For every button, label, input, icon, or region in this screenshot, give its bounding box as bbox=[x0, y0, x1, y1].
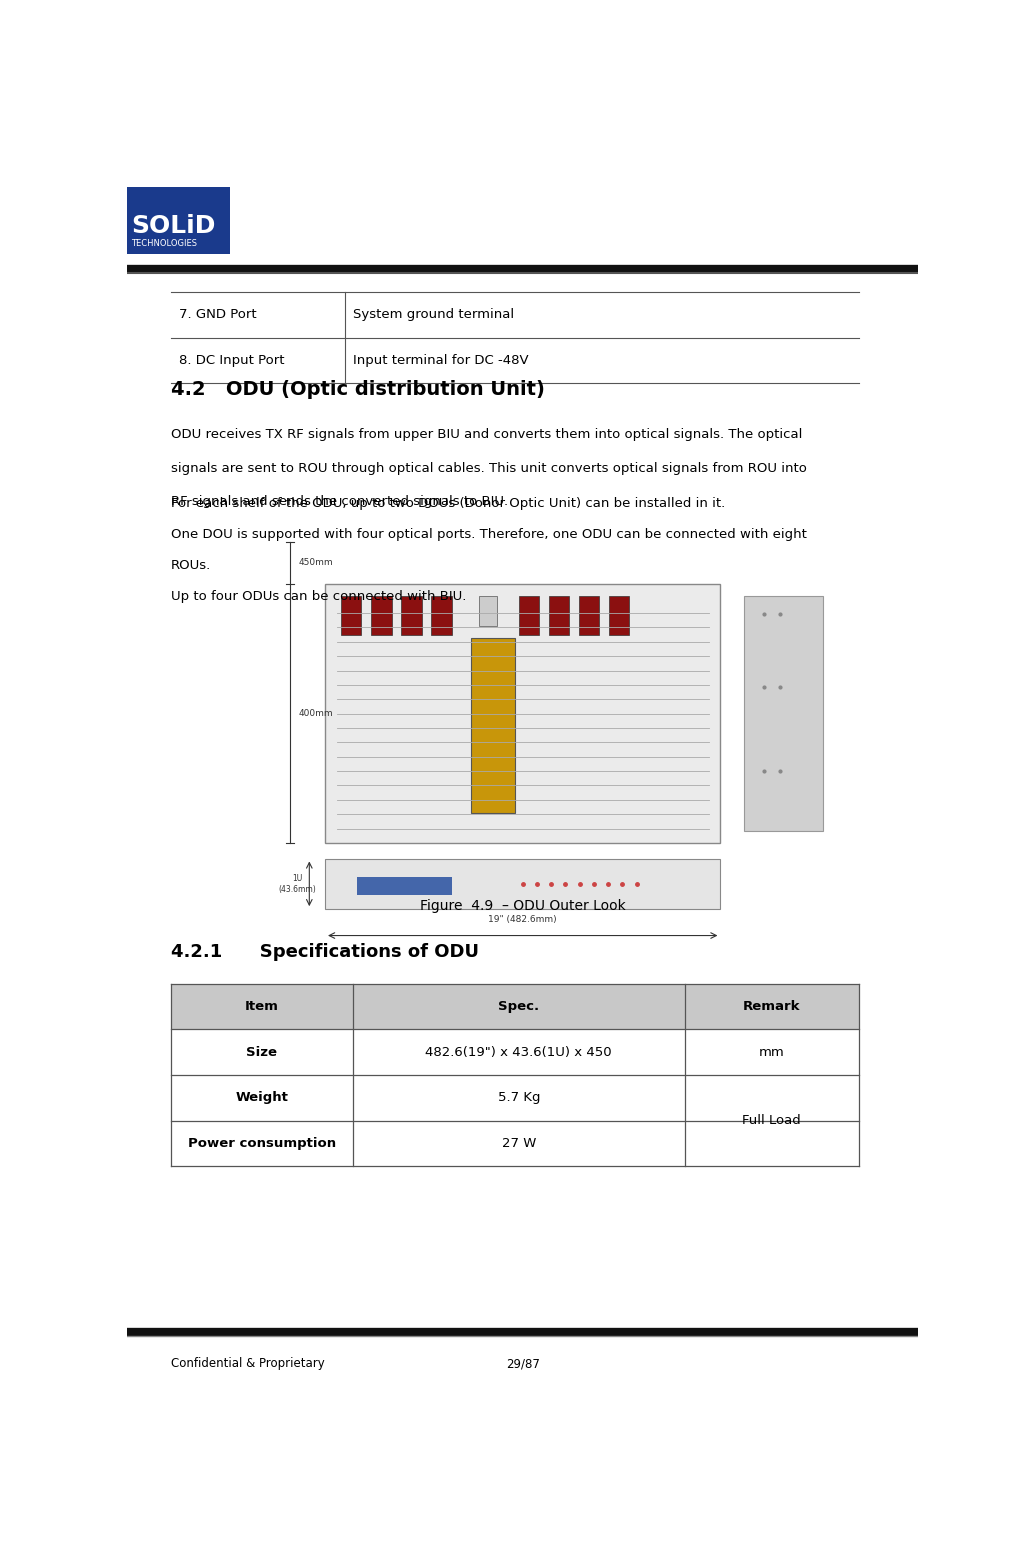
Text: System ground terminal: System ground terminal bbox=[353, 308, 514, 322]
Bar bbox=[579, 597, 599, 634]
Text: Size: Size bbox=[247, 1045, 277, 1059]
Text: Spec.: Spec. bbox=[497, 1000, 539, 1014]
Bar bbox=[400, 597, 421, 634]
Text: signals are sent to ROU through optical cables. This unit converts optical signa: signals are sent to ROU through optical … bbox=[171, 462, 806, 475]
Text: 5.7 Kg: 5.7 Kg bbox=[497, 1092, 539, 1104]
Text: 8. DC Input Port: 8. DC Input Port bbox=[178, 355, 284, 367]
Text: Input terminal for DC -48V: Input terminal for DC -48V bbox=[353, 355, 528, 367]
Text: 1U
(43.6mm): 1U (43.6mm) bbox=[278, 875, 316, 893]
Bar bbox=[471, 639, 515, 812]
Text: 4.2   ODU (Optic distribution Unit): 4.2 ODU (Optic distribution Unit) bbox=[171, 380, 544, 398]
Text: 7. GND Port: 7. GND Port bbox=[178, 308, 256, 322]
Text: 482.6(19") x 43.6(1U) x 450: 482.6(19") x 43.6(1U) x 450 bbox=[425, 1045, 611, 1059]
Text: One DOU is supported with four optical ports. Therefore, one ODU can be connecte: One DOU is supported with four optical p… bbox=[171, 528, 806, 540]
Text: Full Load: Full Load bbox=[742, 1114, 800, 1128]
Text: Confidential & Proprietary: Confidential & Proprietary bbox=[171, 1357, 324, 1370]
Text: Power consumption: Power consumption bbox=[187, 1137, 335, 1150]
Bar bbox=[519, 597, 539, 634]
Bar bbox=[479, 597, 496, 626]
Text: mm: mm bbox=[758, 1045, 784, 1059]
Bar bbox=[608, 597, 629, 634]
Text: 19" (482.6mm): 19" (482.6mm) bbox=[488, 914, 556, 923]
Text: 27 W: 27 W bbox=[501, 1137, 535, 1150]
Text: Up to four ODUs can be connected with BIU.: Up to four ODUs can be connected with BI… bbox=[171, 590, 466, 603]
Bar bbox=[357, 876, 451, 895]
Bar bbox=[325, 584, 719, 843]
Text: Weight: Weight bbox=[235, 1092, 288, 1104]
Text: 400mm: 400mm bbox=[299, 709, 333, 719]
Text: Item: Item bbox=[245, 1000, 278, 1014]
Text: 4.2.1      Specifications of ODU: 4.2.1 Specifications of ODU bbox=[171, 943, 479, 961]
Text: ODU receives TX RF signals from upper BIU and converts them into optical signals: ODU receives TX RF signals from upper BI… bbox=[171, 428, 802, 440]
Bar bbox=[431, 597, 451, 634]
Bar bbox=[548, 597, 569, 634]
Bar bbox=[325, 859, 719, 909]
Text: Remark: Remark bbox=[742, 1000, 800, 1014]
Bar bbox=[171, 984, 858, 1029]
Text: SOLiD: SOLiD bbox=[131, 214, 216, 237]
Text: 450mm: 450mm bbox=[299, 558, 333, 567]
Text: For each shelf of the ODU, up to two DOUs (Donor Optic Unit) can be installed in: For each shelf of the ODU, up to two DOU… bbox=[171, 497, 725, 509]
Bar bbox=[371, 597, 391, 634]
Bar bbox=[340, 597, 361, 634]
Bar bbox=[127, 187, 230, 253]
Bar bbox=[744, 597, 822, 831]
Text: 29/87: 29/87 bbox=[505, 1357, 539, 1370]
Text: RF signals and sends the converted signals to BIU.: RF signals and sends the converted signa… bbox=[171, 495, 507, 508]
Text: ROUs.: ROUs. bbox=[171, 559, 211, 572]
Text: TECHNOLOGIES: TECHNOLOGIES bbox=[131, 239, 198, 248]
Text: Figure  4.9  – ODU Outer Look: Figure 4.9 – ODU Outer Look bbox=[420, 900, 625, 914]
